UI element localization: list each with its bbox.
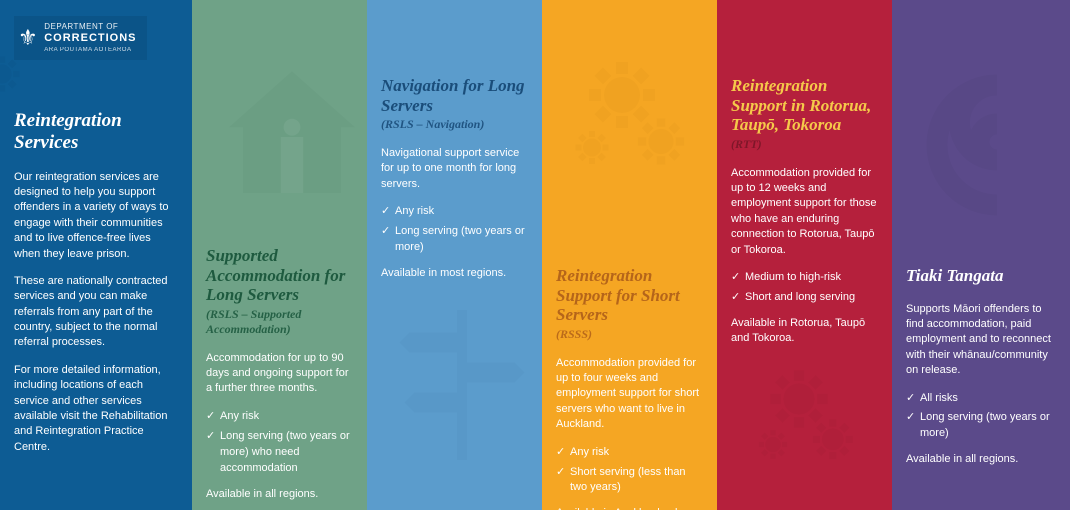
column-2: Navigation for Long Servers (RSLS – Navig… bbox=[367, 0, 542, 510]
availability-text: Available in Auckland only. bbox=[556, 506, 703, 510]
bullet-item: Any risk bbox=[206, 409, 353, 425]
corrections-logo: ⚜ DEPARTMENT OF CORRECTIONS ARA POUTAMA … bbox=[14, 16, 147, 60]
bullet-item: Medium to high-risk bbox=[731, 270, 878, 286]
crest-icon: ⚜ bbox=[18, 27, 38, 49]
bullet-list: Any risk Long serving (two years or more) bbox=[381, 204, 528, 256]
bullet-list: Medium to high-risk Short and long servin… bbox=[731, 270, 878, 306]
content-block: Reintegration Services Our reintegration … bbox=[14, 110, 178, 455]
column-subtitle: (RSLS – Supported Accommodation) bbox=[206, 307, 353, 337]
logo-line1: DEPARTMENT OF bbox=[44, 22, 118, 31]
column-title: Navigation for Long Servers bbox=[381, 76, 528, 115]
paragraph: Accommodation for up to 90 days and ongo… bbox=[206, 351, 353, 397]
column-title: Reintegration Services bbox=[14, 110, 178, 154]
logo-line2: CORRECTIONS bbox=[44, 32, 136, 44]
content-block: Reintegration Support in Rotorua, Taupō,… bbox=[731, 76, 878, 347]
signpost-icon bbox=[387, 310, 537, 465]
bullet-list: Any risk Long serving (two years or more)… bbox=[206, 409, 353, 477]
content-block: Supported Accommodation for Long Servers… bbox=[206, 246, 353, 502]
paragraph: Supports Māori offenders to find accommo… bbox=[906, 302, 1056, 379]
availability-text: Available in most regions. bbox=[381, 266, 528, 281]
column-3: Reintegration Support for Short Servers (… bbox=[542, 0, 717, 510]
paragraph: For more detailed information, including… bbox=[14, 363, 178, 455]
bullet-item: Long serving (two years or more) bbox=[906, 410, 1056, 442]
paragraph: Accommodation provided for up to four we… bbox=[556, 356, 703, 433]
bullet-item: All risks bbox=[906, 391, 1056, 407]
column-subtitle: (RTT) bbox=[731, 137, 878, 152]
availability-text: Available in Rotorua, Taupō and Tokoroa. bbox=[731, 316, 878, 347]
column-4: Reintegration Support in Rotorua, Taupō,… bbox=[717, 0, 892, 510]
column-subtitle: (RSSS) bbox=[556, 327, 703, 342]
bullet-list: Any risk Short serving (less than two yea… bbox=[556, 445, 703, 497]
column-title: Reintegration Support in Rotorua, Taupō,… bbox=[731, 76, 878, 135]
logo-line3: ARA POUTAMA AOTEAROA bbox=[44, 47, 131, 53]
bullet-item: Long serving (two years or more) who nee… bbox=[206, 429, 353, 477]
bullet-item: Short and long serving bbox=[731, 290, 878, 306]
bullet-item: Long serving (two years or more) bbox=[381, 224, 528, 256]
paragraph: Accommodation provided for up to 12 week… bbox=[731, 166, 878, 258]
koru-icon bbox=[922, 70, 1070, 225]
house-icon bbox=[222, 60, 362, 205]
bullet-item: Any risk bbox=[556, 445, 703, 461]
bullet-item: Any risk bbox=[381, 204, 528, 220]
column-title: Supported Accommodation for Long Servers bbox=[206, 246, 353, 305]
content-block: Reintegration Support for Short Servers (… bbox=[556, 266, 703, 510]
gears-icon bbox=[747, 360, 877, 495]
column-5: Tiaki Tangata Supports Māori offenders to… bbox=[892, 0, 1070, 510]
column-title: Reintegration Support for Short Servers bbox=[556, 266, 703, 325]
column-title: Tiaki Tangata bbox=[906, 266, 1056, 286]
paragraph: Our reintegration services are designed … bbox=[14, 170, 178, 262]
column-1: Supported Accommodation for Long Servers… bbox=[192, 0, 367, 510]
content-block: Navigation for Long Servers (RSLS – Navig… bbox=[381, 76, 528, 281]
availability-text: Available in all regions. bbox=[206, 487, 353, 502]
availability-text: Available in all regions. bbox=[906, 452, 1056, 467]
paragraph: Navigational support service for up to o… bbox=[381, 146, 528, 192]
gears-icon bbox=[562, 50, 712, 205]
content-block: Tiaki Tangata Supports Māori offenders to… bbox=[906, 266, 1056, 468]
column-subtitle: (RSLS – Navigation) bbox=[381, 117, 528, 132]
paragraph: These are nationally contracted services… bbox=[14, 274, 178, 351]
bullet-list: All risks Long serving (two years or more… bbox=[906, 391, 1056, 443]
bullet-item: Short serving (less than two years) bbox=[556, 465, 703, 497]
column-0: ⚜ DEPARTMENT OF CORRECTIONS ARA POUTAMA … bbox=[0, 0, 192, 510]
